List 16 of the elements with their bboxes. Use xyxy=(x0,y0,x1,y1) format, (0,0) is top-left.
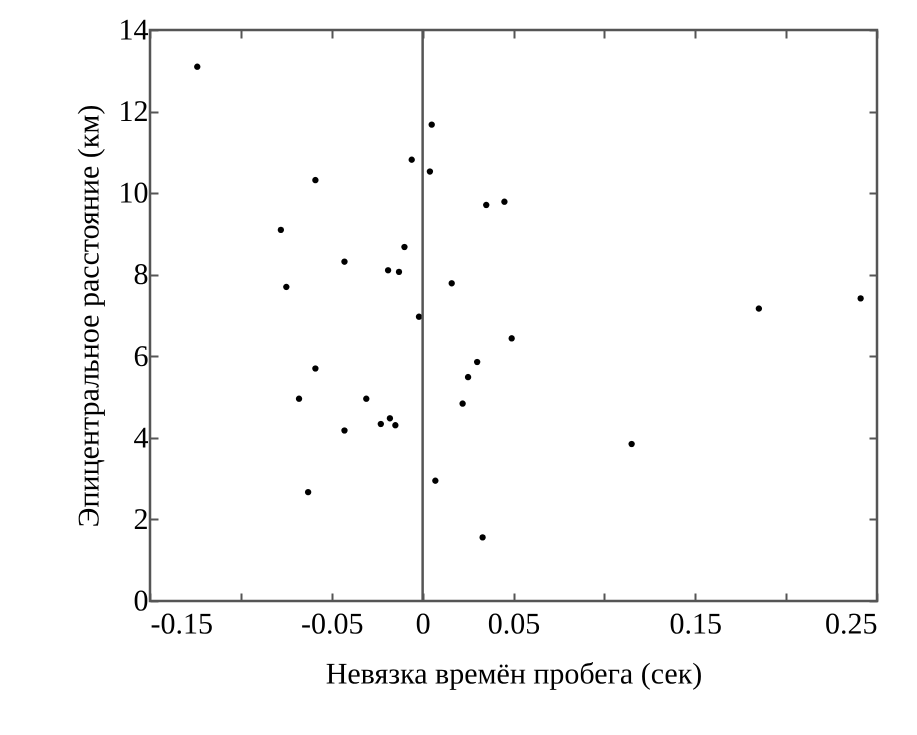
x-axis-title: Невязка времён пробега (сек) xyxy=(326,658,702,690)
x-tick-label: 0.25 xyxy=(825,608,878,640)
y-tick-label: 2 xyxy=(134,502,148,536)
y-tick-label: 0 xyxy=(134,584,148,618)
x-tick-label: 0 xyxy=(416,608,431,640)
y-axis-title: Эпицентральное расстояние (км) xyxy=(72,104,106,528)
y-tick-label: 14 xyxy=(118,14,148,46)
y-tick-label: 12 xyxy=(118,95,148,128)
y-tick-label: 8 xyxy=(134,258,148,292)
y-tick-label: 6 xyxy=(134,340,148,373)
x-tick-label: 0.05 xyxy=(488,608,540,640)
x-tick-label: 0.15 xyxy=(670,608,722,640)
y-tick-label: 10 xyxy=(118,176,148,210)
y-tick-label: 4 xyxy=(134,421,148,454)
x-tick-label: -0.15 xyxy=(150,608,213,640)
x-tick-label: -0.05 xyxy=(301,608,364,640)
